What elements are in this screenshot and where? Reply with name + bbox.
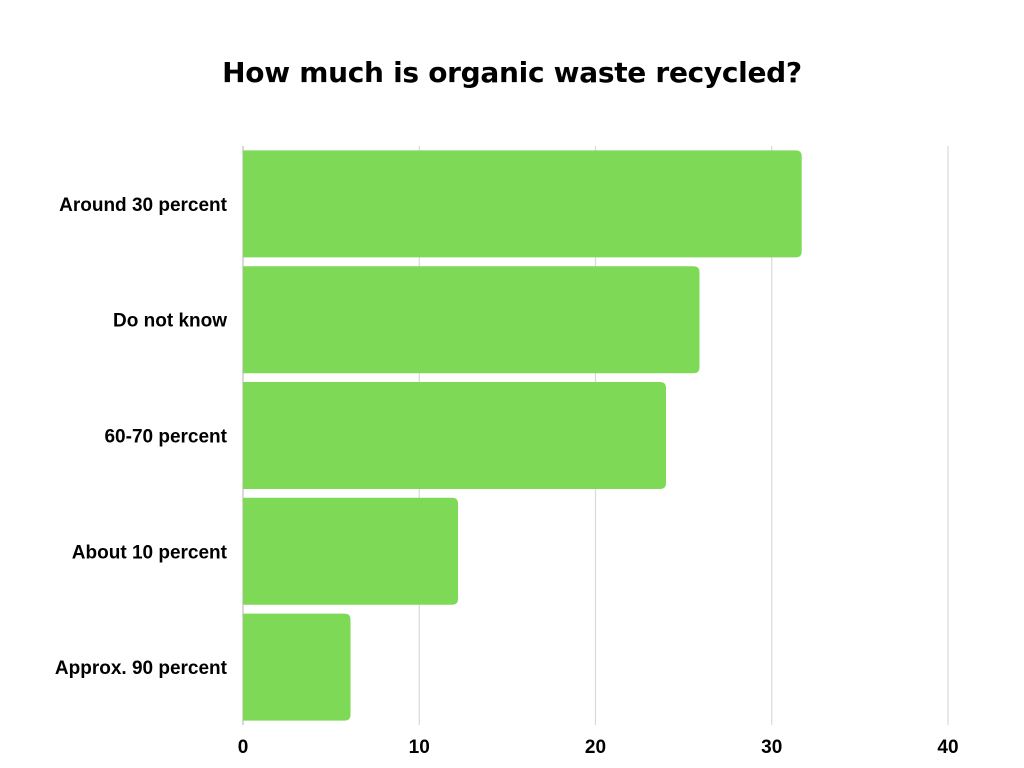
x-tick-label: 40: [937, 737, 958, 758]
category-label: About 10 percent: [72, 542, 228, 563]
category-label: Approx. 90 percent: [55, 658, 228, 679]
category-label: Around 30 percent: [59, 195, 228, 216]
category-label: 60-70 percent: [104, 427, 227, 448]
x-tick-label: 0: [238, 737, 249, 758]
bars: [243, 150, 802, 721]
x-tick-label: 10: [409, 737, 430, 758]
bar: [243, 266, 700, 374]
x-tick-label: 30: [761, 737, 782, 758]
bar: [243, 497, 459, 605]
x-tick-label: 20: [585, 737, 606, 758]
chart-title: How much is organic waste recycled?: [222, 56, 802, 89]
bar: [243, 382, 666, 489]
category-label: Do not know: [113, 311, 227, 332]
bar: [243, 150, 802, 258]
category-labels: Around 30 percent Do not know 60-70 percen…: [55, 195, 228, 679]
bar: [243, 613, 351, 721]
x-axis-ticks: 0 10 20 30 40: [238, 737, 959, 758]
